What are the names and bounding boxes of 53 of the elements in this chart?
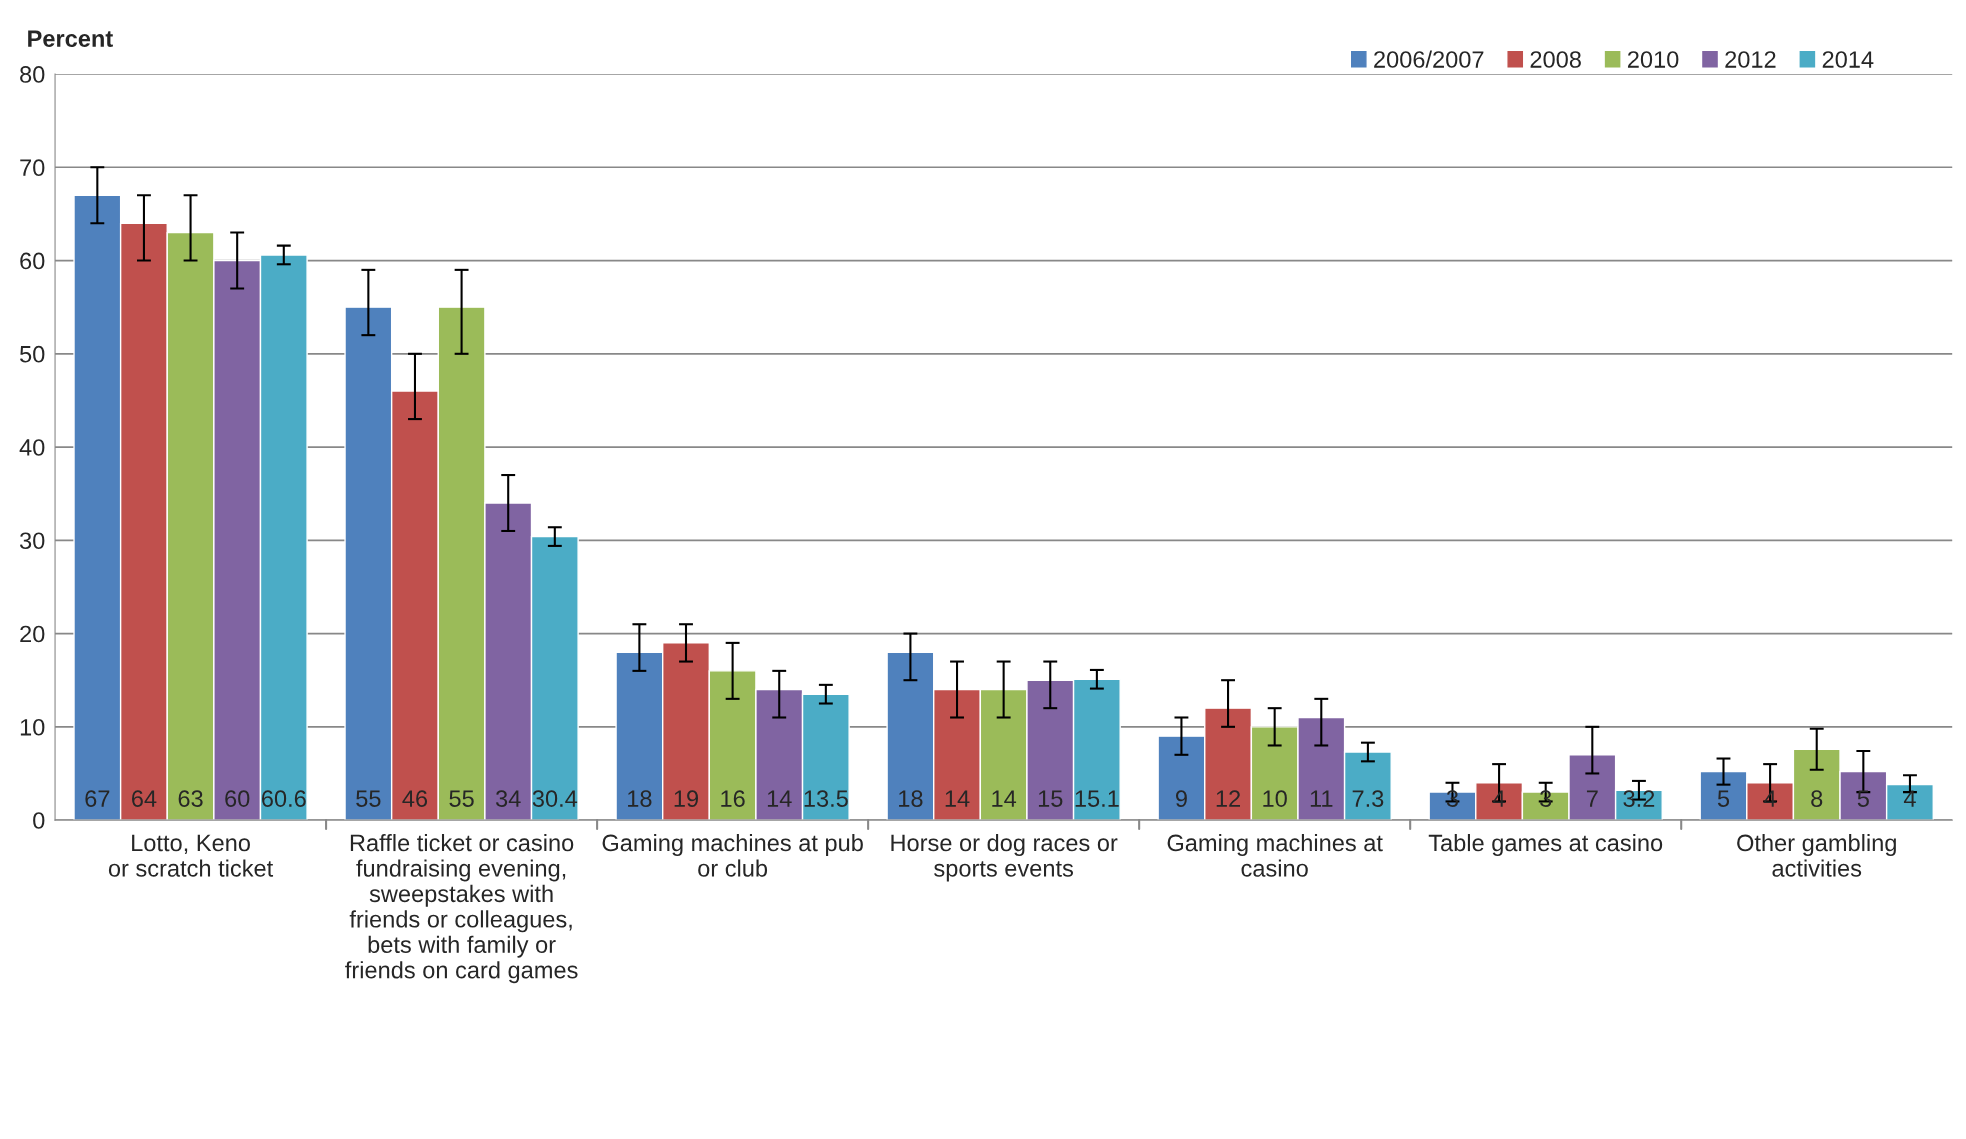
y-tick-label: 60 — [20, 252, 45, 270]
y-tick-label: 30 — [19, 532, 45, 550]
x-tick-label: Raffle ticket or casino fundraising evening, sweepstakes with friends or colleagues, bets with family or friends on card games — [345, 833, 578, 984]
data-label: 16 — [721, 790, 745, 807]
data-label: 46 — [402, 790, 428, 807]
data-label: 30.4 — [532, 790, 578, 807]
data-label: 14 — [945, 790, 970, 807]
legend-label: 2008 — [1530, 51, 1581, 68]
y-tick-label: 70 — [20, 159, 45, 177]
legend-label: 2014 — [1822, 51, 1874, 68]
data-label: 5 — [1717, 790, 1730, 807]
data-label: 3.2 — [1623, 790, 1655, 807]
x-tick-label: Gaming machines at pub or club — [602, 833, 863, 877]
x-tick-label: Lotto, Keno or scratch ticket — [108, 834, 274, 877]
x-tick-label: Horse or dog races or sports events — [891, 833, 1118, 882]
data-label: 15 — [1038, 790, 1063, 807]
data-label: 60.6 — [262, 790, 306, 807]
x-tick-label: Other gambling activities — [1737, 833, 1896, 877]
data-label: 15.1 — [1075, 790, 1119, 807]
data-label: 14 — [992, 790, 1017, 807]
data-label: 18 — [628, 790, 652, 807]
legend-label: 2006/2007 — [1374, 50, 1484, 68]
y-tick-label: 50 — [20, 345, 45, 363]
data-label: 60 — [225, 790, 250, 807]
y-tick-label: 10 — [20, 718, 45, 736]
data-label: 12 — [1216, 790, 1240, 807]
y-tick-label: 80 — [20, 66, 45, 83]
legend-label: 2012 — [1725, 51, 1776, 68]
data-label: 7.3 — [1352, 790, 1384, 807]
y-tick-label: 0 — [33, 812, 45, 829]
data-label: 19 — [674, 790, 699, 807]
data-label: 11 — [1310, 790, 1333, 807]
data-label: 55 — [356, 790, 381, 807]
data-label: 9 — [1175, 790, 1187, 807]
data-label: 63 — [178, 790, 203, 807]
y-tick-label: 20 — [20, 625, 45, 643]
legend-label: 2010 — [1627, 51, 1679, 68]
data-label: 55 — [449, 790, 474, 807]
data-label: 5 — [1857, 790, 1869, 807]
data-label: 4 — [1903, 790, 1916, 807]
y-tick-label: 40 — [19, 439, 45, 456]
data-label: 34 — [495, 790, 521, 807]
x-tick-label: Gaming machines at casino — [1167, 833, 1383, 877]
data-label: 18 — [899, 790, 923, 807]
data-label: 10 — [1263, 790, 1287, 807]
data-label: 64 — [132, 790, 157, 807]
x-tick-label: Table games at casino — [1428, 833, 1663, 856]
data-label: 14 — [767, 790, 792, 807]
data-label: 13.5 — [804, 790, 848, 807]
data-label: 67 — [85, 790, 110, 807]
y-axis-title: Percent — [28, 30, 113, 47]
data-label: 8 — [1811, 790, 1823, 807]
data-label: 7 — [1586, 790, 1598, 807]
